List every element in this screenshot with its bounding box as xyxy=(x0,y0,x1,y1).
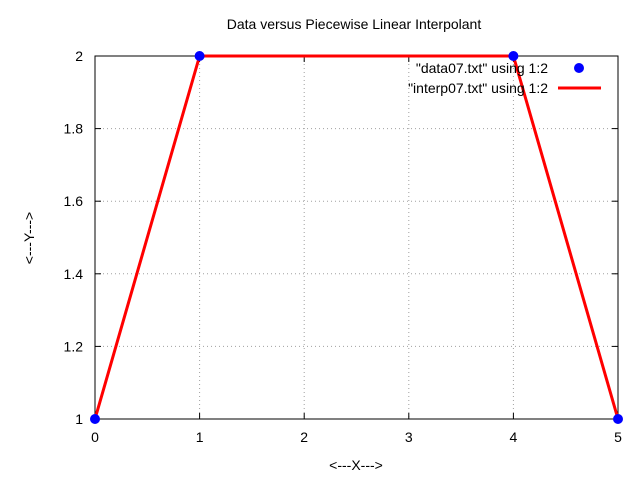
y-tick-labels: 1 1.2 1.4 1.6 1.8 2 xyxy=(64,48,84,427)
legend-marker-data xyxy=(574,63,584,73)
legend-label-interp: "interp07.txt" using 1:2 xyxy=(408,80,548,96)
y-tick-label: 2 xyxy=(75,48,83,64)
data-point xyxy=(613,414,623,424)
interp-series-line xyxy=(93,54,620,420)
series-layer xyxy=(90,51,623,424)
x-tick-label: 3 xyxy=(405,429,413,445)
y-tick-label: 1 xyxy=(75,411,83,427)
y-tick-label: 1.6 xyxy=(64,193,84,209)
legend: "data07.txt" using 1:2 "interp07.txt" us… xyxy=(408,60,601,96)
x-tick-label: 0 xyxy=(91,429,99,445)
legend-label-data: "data07.txt" using 1:2 xyxy=(416,60,548,76)
x-tick-label: 1 xyxy=(196,429,204,445)
grid xyxy=(95,56,618,419)
x-tick-label: 2 xyxy=(300,429,308,445)
data-point xyxy=(90,414,100,424)
x-tick-label: 4 xyxy=(510,429,518,445)
y-tick-label: 1.2 xyxy=(64,338,84,354)
y-tick-label: 1.4 xyxy=(64,266,84,282)
x-axis-title: <---X---> xyxy=(329,457,383,473)
y-axis-title: <---Y---> xyxy=(21,212,37,264)
plot-frame xyxy=(94,55,619,420)
y-tick-label: 1.8 xyxy=(64,121,84,137)
chart-title: Data versus Piecewise Linear Interpolant xyxy=(227,16,482,32)
x-tick-label: 5 xyxy=(614,429,622,445)
ticks xyxy=(94,55,619,420)
data-point xyxy=(508,51,519,61)
x-tick-labels: 0 1 2 3 4 5 xyxy=(91,429,622,445)
data-point xyxy=(194,51,205,61)
